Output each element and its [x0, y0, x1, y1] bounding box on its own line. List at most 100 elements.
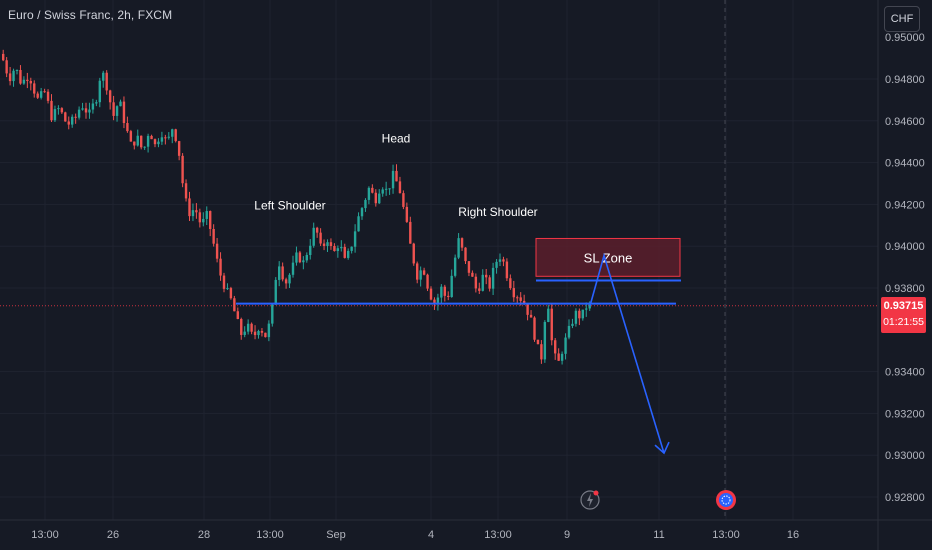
candle-body [347, 250, 350, 258]
pattern-label: Right Shoulder [458, 205, 537, 219]
candle-body [336, 248, 340, 252]
candle-body [5, 60, 8, 74]
candle-body [88, 109, 91, 113]
candle-body [571, 323, 574, 326]
candle-body [2, 53, 5, 61]
candle-body [102, 72, 105, 81]
candle-body [240, 318, 243, 335]
candle-body [547, 308, 550, 322]
price-axis: 0.94800 0.94600 0.94400 0.94200 0.94000 0.938… [885, 32, 925, 504]
candle-body [319, 232, 322, 244]
candle-body [174, 129, 177, 142]
candle-body [246, 323, 250, 332]
candle-body [326, 242, 329, 246]
candle-body [433, 299, 436, 304]
event-markers[interactable] [580, 490, 736, 510]
candle-body [526, 304, 529, 315]
chart-drawings[interactable]: SL Zone Left Shoulder Head Right Shoulder [236, 132, 681, 455]
candle-body [436, 297, 440, 304]
candle-body [53, 109, 57, 121]
lightning-bolt [587, 493, 593, 507]
candle-body [457, 238, 460, 258]
candle-body [91, 103, 95, 110]
candle-body [419, 270, 422, 280]
candle-body [478, 288, 481, 291]
candlestick-series [2, 49, 591, 365]
projection-arrow [589, 252, 665, 454]
candle-body [374, 192, 377, 204]
price-tick-label: 0.94000 [885, 241, 925, 253]
price-tick-label: 0.94600 [885, 116, 925, 128]
candle-body [474, 276, 478, 289]
candle-body [19, 69, 22, 84]
candle-body [429, 288, 433, 300]
candle-body [388, 188, 391, 190]
candle-body [378, 193, 381, 204]
candle-body [357, 216, 360, 232]
candle-body [188, 198, 191, 217]
candle-body [195, 210, 198, 213]
candle-body [502, 259, 505, 262]
candle-body [450, 275, 453, 297]
candle-body [22, 79, 26, 84]
candle-body [15, 69, 19, 71]
candle-body [250, 323, 253, 332]
time-tick-label: 13:00 [712, 529, 740, 541]
candle-body [8, 73, 12, 82]
candle-body [554, 340, 557, 354]
candle-body [260, 330, 264, 333]
candle-body [29, 80, 32, 84]
candle-body [567, 325, 571, 338]
candle-body [60, 108, 64, 113]
candle-body [84, 108, 88, 113]
economic-event-stars [721, 495, 731, 505]
currency-button[interactable]: CHF [884, 6, 920, 32]
candle-body [409, 221, 412, 244]
last-price-value: 0.93715 [883, 300, 924, 312]
candle-body [305, 254, 308, 261]
candle-body [453, 257, 457, 276]
candle-body [205, 211, 208, 219]
candle-body [560, 353, 564, 361]
candle-body [443, 286, 446, 296]
candle-body [77, 109, 81, 118]
time-tick-label: 28 [198, 529, 210, 541]
candle-body [181, 155, 184, 184]
price-tick-label: 0.93200 [885, 408, 925, 420]
candle-body [485, 274, 488, 278]
candle-body [281, 266, 284, 280]
candle-body [71, 116, 74, 125]
candle-body [291, 262, 295, 275]
price-tick-label: 0.93400 [885, 367, 925, 379]
candle-body [447, 295, 450, 297]
candle-body [391, 170, 395, 189]
candle-body [498, 259, 502, 262]
candle-body [157, 141, 160, 145]
candle-body [329, 242, 333, 247]
pattern-label: Left Shoulder [254, 199, 325, 213]
sl-zone-label: SL Zone [584, 250, 633, 265]
candle-body [133, 141, 136, 146]
candle-body [198, 212, 202, 223]
candle-body [578, 310, 581, 319]
candle-body [212, 228, 215, 244]
candle-body [271, 304, 274, 324]
candle-body [150, 135, 153, 140]
candle-body [253, 331, 257, 336]
candle-body [298, 252, 302, 263]
candle-body [115, 106, 119, 116]
candle-body [36, 93, 39, 98]
candle-body [171, 129, 174, 137]
candle-body [395, 170, 398, 182]
time-tick-label: 11 [653, 529, 664, 541]
candle-body [529, 314, 533, 318]
candle-body [112, 102, 115, 116]
candle-body [122, 101, 126, 124]
candle-body [505, 261, 509, 279]
candle-body [343, 246, 346, 258]
candle-body [488, 277, 491, 289]
candle-body [416, 263, 419, 280]
candle-body [322, 243, 326, 246]
candle-body [222, 275, 226, 289]
